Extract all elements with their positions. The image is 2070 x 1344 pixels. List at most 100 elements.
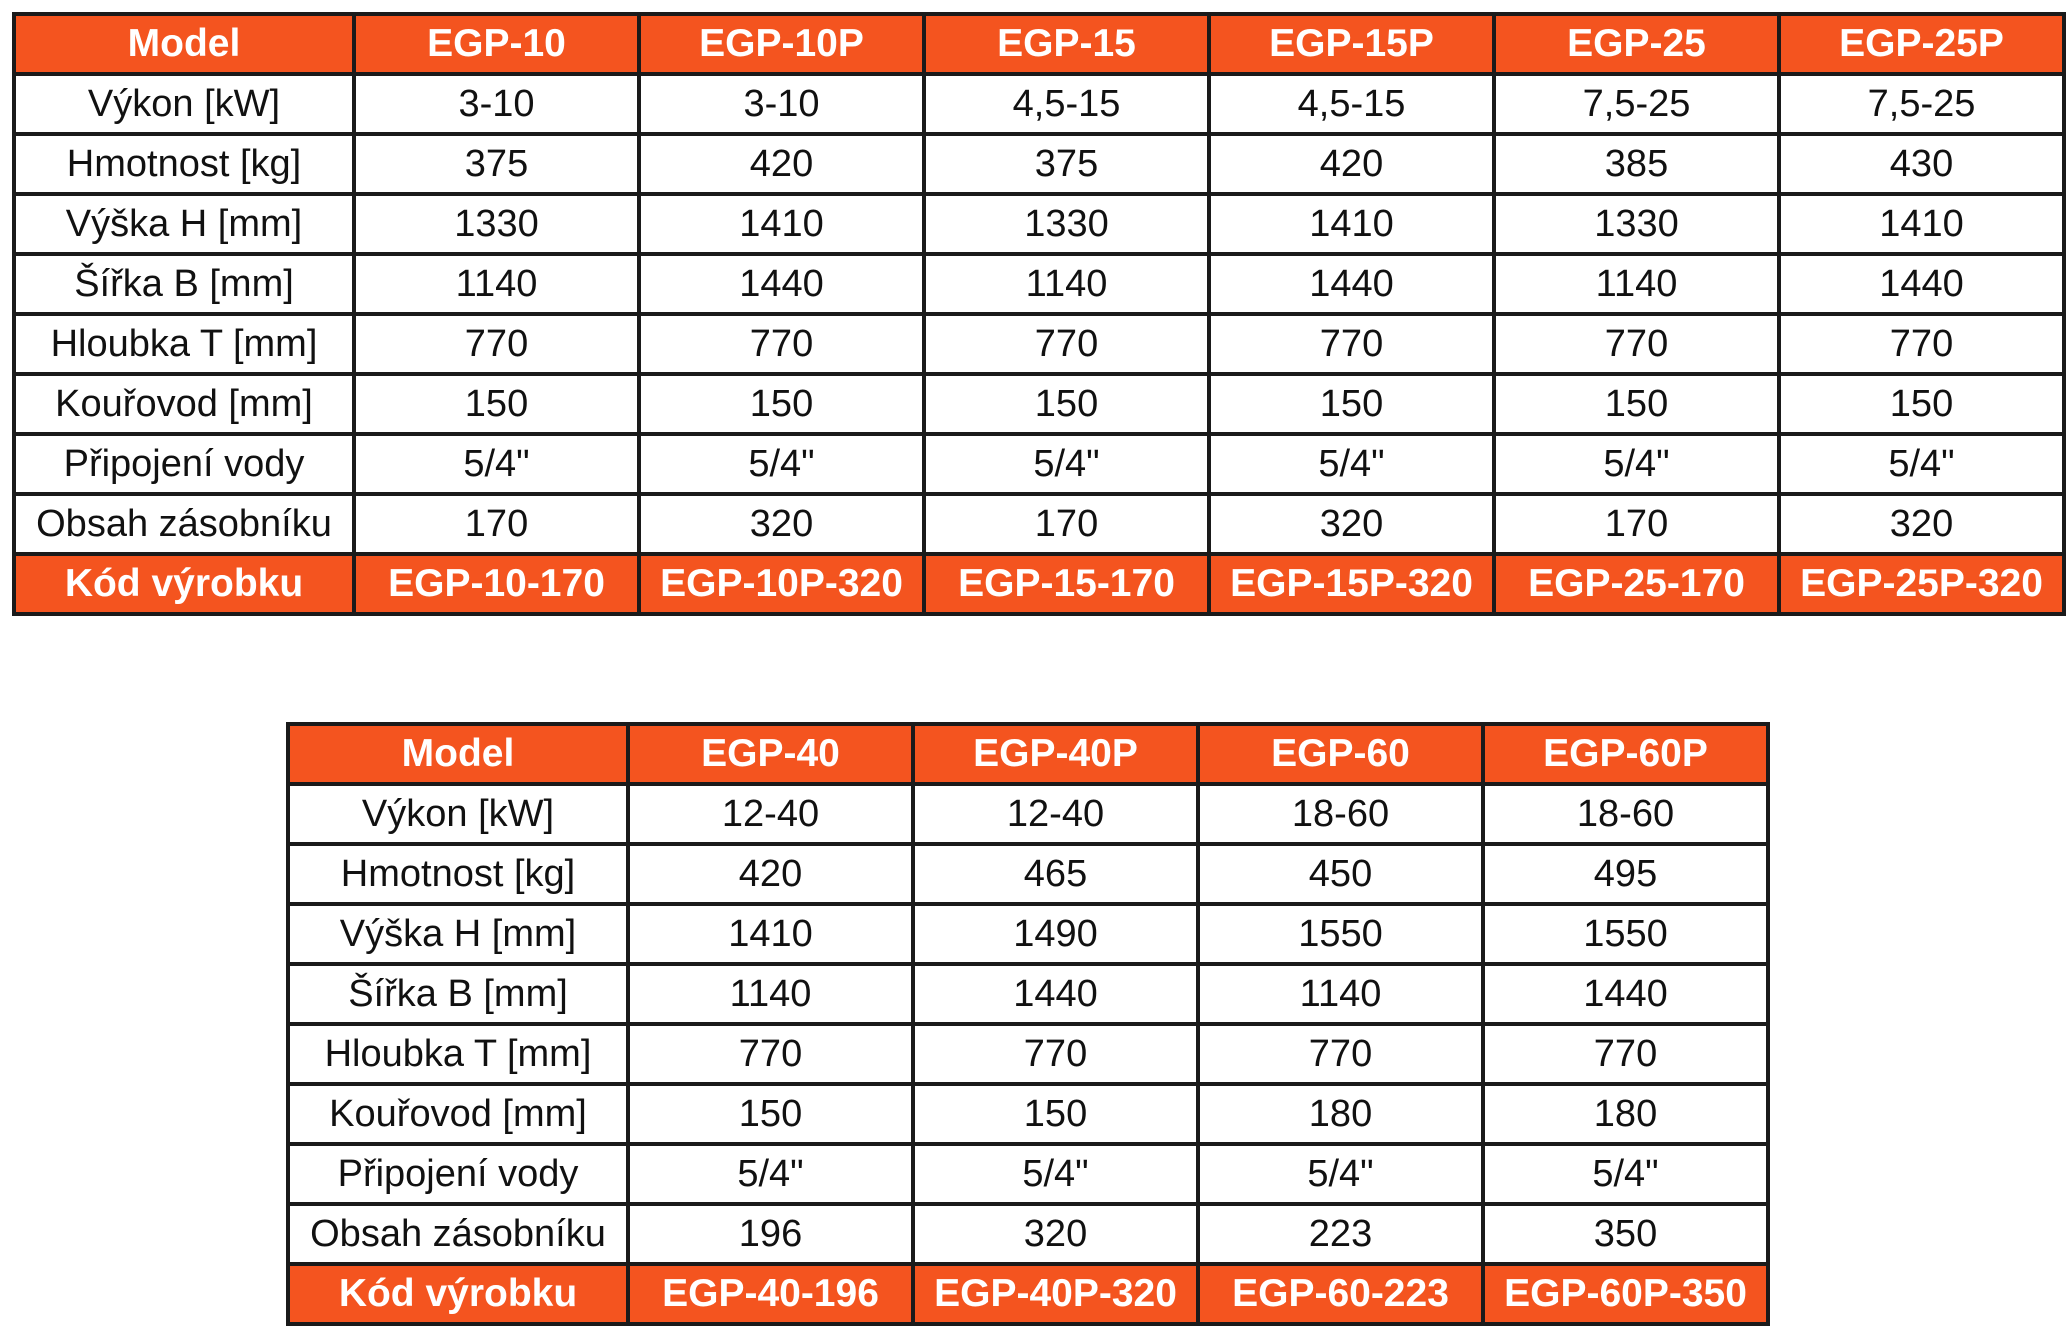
value-cell: EGP-15: [922, 12, 1211, 76]
value-cell: EGP-10P: [637, 12, 926, 76]
value-cell: 495: [1481, 842, 1770, 906]
value-cell: 5/4": [352, 432, 641, 496]
row-label-cell: Připojení vody: [12, 432, 356, 496]
value-cell: 7,5-25: [1492, 72, 1781, 136]
value-cell: EGP-15P-320: [1207, 552, 1496, 616]
value-cell: 465: [911, 842, 1200, 906]
value-cell: 770: [1207, 312, 1496, 376]
value-cell: 180: [1481, 1082, 1770, 1146]
row-label-cell: Hmotnost [kg]: [286, 842, 630, 906]
value-cell: 4,5-15: [922, 72, 1211, 136]
table-row: Výška H [mm] 1330 1410 1330 1410 1330 1410: [12, 192, 2066, 256]
value-cell: 320: [637, 492, 926, 556]
value-cell: EGP-60: [1196, 722, 1485, 786]
value-cell: 770: [637, 312, 926, 376]
table-row: Šířka B [mm] 1140 1440 1140 1440: [286, 962, 1770, 1026]
value-cell: 196: [626, 1202, 915, 1266]
value-cell: 150: [352, 372, 641, 436]
value-cell: 150: [637, 372, 926, 436]
row-label-cell: Kouřovod [mm]: [286, 1082, 630, 1146]
value-cell: 5/4": [911, 1142, 1200, 1206]
value-cell: EGP-40P-320: [911, 1262, 1200, 1326]
value-cell: 5/4": [1481, 1142, 1770, 1206]
value-cell: 1330: [922, 192, 1211, 256]
table-row: Hmotnost [kg] 375 420 375 420 385 430: [12, 132, 2066, 196]
table-row: Šířka B [mm] 1140 1440 1140 1440 1140 1440: [12, 252, 2066, 316]
value-cell: 375: [352, 132, 641, 196]
table-row: Výkon [kW] 3-10 3-10 4,5-15 4,5-15 7,5-25 7,5-…: [12, 72, 2066, 136]
value-cell: 5/4": [1492, 432, 1781, 496]
value-cell: 170: [352, 492, 641, 556]
product-code-row: Kód výrobku EGP-40-196 EGP-40P-320 EGP-60-2…: [286, 1262, 1770, 1326]
value-cell: EGP-10: [352, 12, 641, 76]
row-label-cell: Hloubka T [mm]: [286, 1022, 630, 1086]
row-label-cell: Výkon [kW]: [286, 782, 630, 846]
value-cell: 420: [626, 842, 915, 906]
value-cell: EGP-40P: [911, 722, 1200, 786]
product-code-row: Kód výrobku EGP-10-170 EGP-10P-320 EGP-15-1…: [12, 552, 2066, 616]
value-cell: 1330: [1492, 192, 1781, 256]
value-cell: 770: [911, 1022, 1200, 1086]
value-cell: 430: [1777, 132, 2066, 196]
value-cell: 12-40: [626, 782, 915, 846]
row-label-cell: Připojení vody: [286, 1142, 630, 1206]
value-cell: 1140: [1492, 252, 1781, 316]
value-cell: 770: [1196, 1022, 1485, 1086]
value-cell: 12-40: [911, 782, 1200, 846]
value-cell: 7,5-25: [1777, 72, 2066, 136]
value-cell: 170: [922, 492, 1211, 556]
value-cell: 18-60: [1196, 782, 1485, 846]
value-cell: 1410: [1777, 192, 2066, 256]
value-cell: EGP-10P-320: [637, 552, 926, 616]
value-cell: 1410: [626, 902, 915, 966]
value-cell: 1440: [1777, 252, 2066, 316]
value-cell: 1330: [352, 192, 641, 256]
row-label-cell: Výška H [mm]: [12, 192, 356, 256]
value-cell: 1550: [1481, 902, 1770, 966]
table-row: Kouřovod [mm] 150 150 150 150 150 150: [12, 372, 2066, 436]
value-cell: EGP-25P: [1777, 12, 2066, 76]
value-cell: EGP-10-170: [352, 552, 641, 616]
value-cell: 320: [1207, 492, 1496, 556]
row-label-cell: Šířka B [mm]: [286, 962, 630, 1026]
value-cell: 1140: [1196, 962, 1485, 1026]
value-cell: 770: [1481, 1022, 1770, 1086]
value-cell: 385: [1492, 132, 1781, 196]
row-label-cell: Hmotnost [kg]: [12, 132, 356, 196]
spec-table-2-body: Model EGP-40 EGP-40P EGP-60 EGP-60P Výkon [kW…: [286, 722, 1770, 1326]
value-cell: 375: [922, 132, 1211, 196]
value-cell: 150: [1777, 372, 2066, 436]
row-label-cell: Výška H [mm]: [286, 902, 630, 966]
value-cell: 1440: [637, 252, 926, 316]
value-cell: 320: [911, 1202, 1200, 1266]
value-cell: 5/4": [1777, 432, 2066, 496]
row-label-cell: Kód výrobku: [12, 552, 356, 616]
spec-table-1-body: Model EGP-10 EGP-10P EGP-15 EGP-15P EGP-25 EGP…: [12, 12, 2066, 616]
table-row: Hloubka T [mm] 770 770 770 770 770 770: [12, 312, 2066, 376]
value-cell: 180: [1196, 1082, 1485, 1146]
value-cell: EGP-25P-320: [1777, 552, 2066, 616]
value-cell: 770: [1492, 312, 1781, 376]
value-cell: 1440: [911, 962, 1200, 1026]
value-cell: 223: [1196, 1202, 1485, 1266]
value-cell: 1140: [626, 962, 915, 1026]
value-cell: 170: [1492, 492, 1781, 556]
header-row: Model EGP-40 EGP-40P EGP-60 EGP-60P: [286, 722, 1770, 786]
value-cell: 150: [911, 1082, 1200, 1146]
value-cell: EGP-25-170: [1492, 552, 1781, 616]
value-cell: EGP-15P: [1207, 12, 1496, 76]
value-cell: 5/4": [1196, 1142, 1485, 1206]
row-label-cell: Model: [286, 722, 630, 786]
spec-table-2: Model EGP-40 EGP-40P EGP-60 EGP-60P Výkon [kW…: [286, 722, 1770, 1326]
value-cell: 150: [626, 1082, 915, 1146]
value-cell: 3-10: [637, 72, 926, 136]
value-cell: 150: [922, 372, 1211, 436]
row-label-cell: Kód výrobku: [286, 1262, 630, 1326]
row-label-cell: Model: [12, 12, 356, 76]
value-cell: 5/4": [922, 432, 1211, 496]
spec-table-1: Model EGP-10 EGP-10P EGP-15 EGP-15P EGP-25 EGP…: [12, 12, 2066, 616]
table-row: Hloubka T [mm] 770 770 770 770: [286, 1022, 1770, 1086]
table-row: Obsah zásobníku 196 320 223 350: [286, 1202, 1770, 1266]
value-cell: 1440: [1481, 962, 1770, 1026]
row-label-cell: Obsah zásobníku: [286, 1202, 630, 1266]
